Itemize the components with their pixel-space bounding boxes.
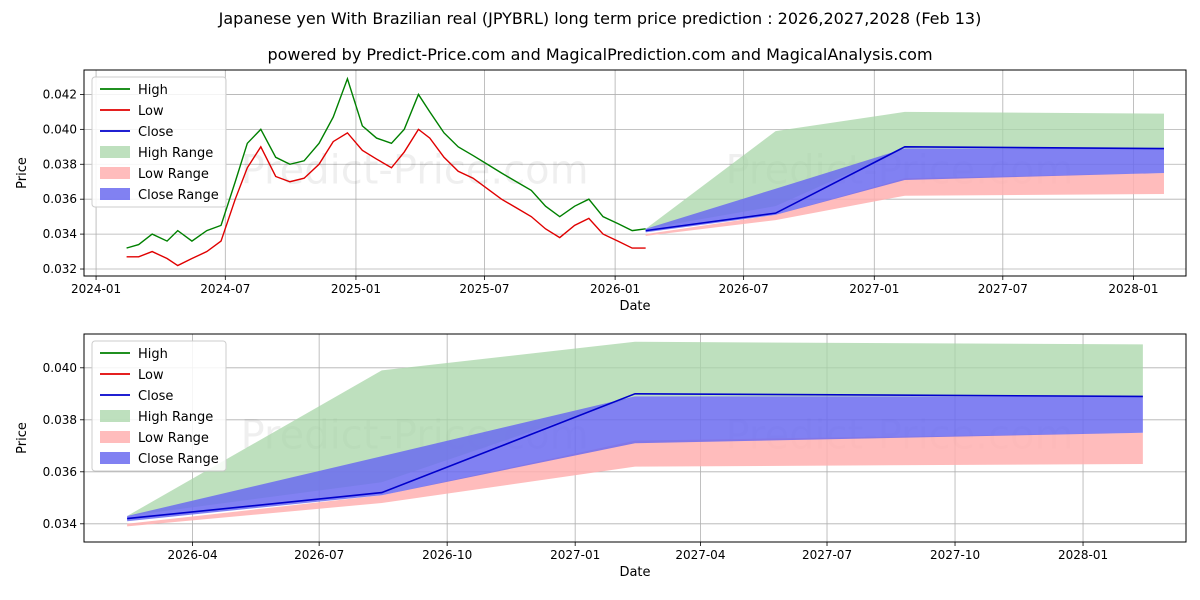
x-tick-label: 2028-01 bbox=[1108, 282, 1158, 296]
x-tick-label: 2026-07 bbox=[294, 548, 344, 562]
x-tick-label: 2027-01 bbox=[849, 282, 899, 296]
chart-subtitle: powered by Predict-Price.com and Magical… bbox=[267, 45, 933, 64]
x-tick-label: 2027-10 bbox=[930, 548, 980, 562]
legend-swatch bbox=[100, 188, 130, 200]
high-series-line bbox=[126, 76, 646, 249]
y-tick-label: 0.034 bbox=[43, 227, 77, 241]
legend-label: Close Range bbox=[138, 452, 219, 467]
legend-label: Low bbox=[138, 368, 164, 383]
x-tick-label: 2026-07 bbox=[719, 282, 769, 296]
y-tick-label: 0.040 bbox=[43, 361, 77, 375]
x-tick-label: 2024-07 bbox=[200, 282, 250, 296]
plot-frame bbox=[83, 333, 1187, 543]
close-forecast-line bbox=[645, 146, 1164, 232]
chart-title: Japanese yen With Brazilian real (JPYBRL… bbox=[218, 9, 982, 28]
x-tick-label: 2024-01 bbox=[71, 282, 121, 296]
low-range-band bbox=[127, 432, 1143, 527]
y-axis-label: Price bbox=[15, 422, 30, 454]
legend-label: Close Range bbox=[138, 188, 219, 203]
legend-swatch bbox=[100, 452, 130, 464]
y-axis-label: Price bbox=[15, 157, 30, 189]
x-tick-label: 2026-10 bbox=[422, 548, 472, 562]
close-forecast-line bbox=[127, 392, 1143, 520]
legend-swatch bbox=[100, 410, 130, 422]
x-tick-label: 2025-07 bbox=[459, 282, 509, 296]
y-tick-label: 0.042 bbox=[43, 87, 77, 101]
legend-swatch bbox=[100, 146, 130, 158]
y-tick-label: 0.034 bbox=[43, 517, 77, 531]
x-tick-label: 2027-04 bbox=[675, 548, 725, 562]
low-range-band bbox=[645, 173, 1164, 236]
x-tick-label: 2026-01 bbox=[590, 282, 640, 296]
watermark: Predict-Price.com bbox=[241, 147, 589, 193]
y-tick-label: 0.040 bbox=[43, 122, 77, 136]
x-tick-label: 2027-01 bbox=[550, 548, 600, 562]
legend-label: Close bbox=[138, 125, 173, 140]
legend-label: High bbox=[138, 83, 168, 98]
legend-label: Close bbox=[138, 389, 173, 404]
x-axis-label: Date bbox=[619, 299, 650, 314]
legend-label: High Range bbox=[138, 146, 213, 161]
legend-label: Low Range bbox=[138, 167, 209, 182]
x-tick-label: 2026-04 bbox=[167, 548, 217, 562]
y-tick-label: 0.032 bbox=[43, 262, 77, 276]
legend-swatch bbox=[100, 431, 130, 443]
y-tick-label: 0.038 bbox=[43, 157, 77, 171]
legend-label: High bbox=[138, 347, 168, 362]
top-panel: 2024-01 2024-07 2025-01 2025-07 2026-01 2026-… bbox=[15, 69, 1187, 314]
y-tick-label: 0.036 bbox=[43, 192, 77, 206]
close-range-band bbox=[645, 148, 1164, 233]
legend-swatch bbox=[100, 167, 130, 179]
x-axis-label: Date bbox=[619, 565, 650, 580]
legend-label: Low Range bbox=[138, 431, 209, 446]
x-tick-label: 2027-07 bbox=[978, 282, 1028, 296]
x-tick-label: 2025-01 bbox=[331, 282, 381, 296]
y-tick-label: 0.036 bbox=[43, 465, 77, 479]
close-range-band bbox=[127, 396, 1143, 522]
y-tick-label: 0.038 bbox=[43, 413, 77, 427]
legend-label: Low bbox=[138, 104, 164, 119]
low-series-line bbox=[126, 128, 646, 267]
plot-frame bbox=[83, 69, 1187, 277]
legend-label: High Range bbox=[138, 410, 213, 425]
x-tick-label: 2027-07 bbox=[802, 548, 852, 562]
bottom-panel: 2026-04 2026-07 2026-10 2027-01 2027-04 2027-… bbox=[15, 333, 1187, 580]
x-tick-label: 2028-01 bbox=[1058, 548, 1108, 562]
